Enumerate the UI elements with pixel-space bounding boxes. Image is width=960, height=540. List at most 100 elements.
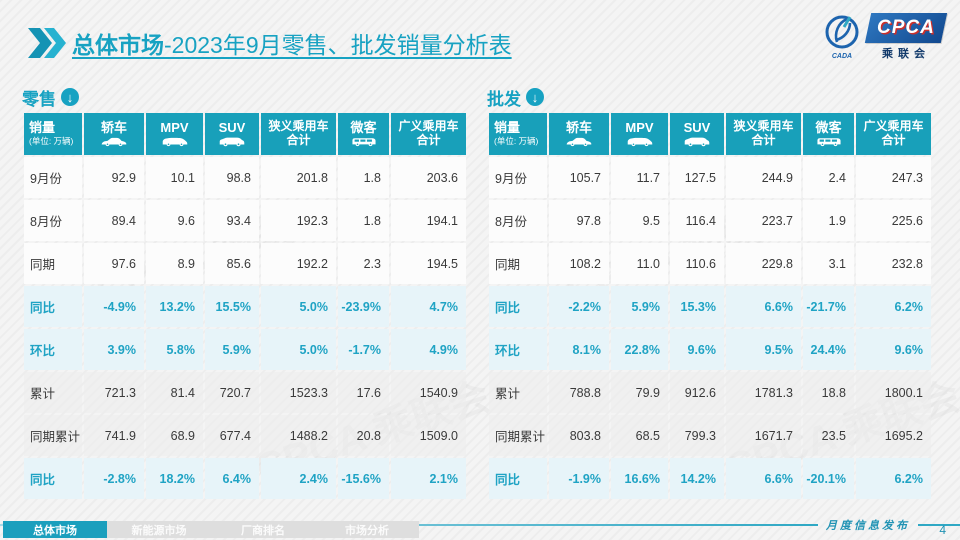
table-cell: 788.8	[549, 372, 609, 413]
column-header-unit: (单位: 万辆)	[29, 136, 74, 147]
row-label: 同比	[24, 458, 82, 499]
table-row: 8月份 97.8 9.5 116.4 223.7 1.9 225.6	[489, 200, 931, 241]
column-header: 广义乘用车 合计	[391, 113, 466, 155]
table-cell: 192.2	[261, 243, 336, 284]
table-cell: 6.6%	[726, 286, 801, 327]
table-cell: -21.7%	[803, 286, 854, 327]
table-cell: 16.6%	[611, 458, 668, 499]
table-cell: -4.9%	[84, 286, 144, 327]
wholesale-section: 批发 ↓ 销量 (单位: 万辆) 轿车 MPV SUV 狭义乘用车 合计 微客 广义乘用车 合计 9…	[487, 84, 933, 501]
table-cell: 1800.1	[856, 372, 931, 413]
row-label: 累计	[24, 372, 82, 413]
table-cell: 9.5	[611, 200, 668, 241]
table-row: 累计 788.8 79.9 912.6 1781.3 18.8 1800.1	[489, 372, 931, 413]
table-cell: 93.4	[205, 200, 259, 241]
row-label: 8月份	[24, 200, 82, 241]
column-header: MPV	[611, 113, 668, 155]
table-cell: 5.9%	[611, 286, 668, 327]
table-cell: -2.2%	[549, 286, 609, 327]
table-cell: 17.6	[338, 372, 389, 413]
table-cell: 127.5	[670, 157, 724, 198]
table-cell: 79.9	[611, 372, 668, 413]
table-cell: 223.7	[726, 200, 801, 241]
footer-tab-item[interactable]: 新能源市场	[107, 521, 211, 538]
page-title-rest: -2023年9月零售、批发销量分析表	[164, 32, 512, 58]
column-header: MPV	[146, 113, 203, 155]
mpv-icon	[162, 138, 187, 147]
table-cell: 23.5	[803, 415, 854, 456]
table-cell: 9.6%	[670, 329, 724, 370]
table-cell: -1.7%	[338, 329, 389, 370]
table-row: 同期 108.2 11.0 110.6 229.8 3.1 232.8	[489, 243, 931, 284]
table-cell: 721.3	[84, 372, 144, 413]
table-cell: 24.4%	[803, 329, 854, 370]
table-row: 9月份 105.7 11.7 127.5 244.9 2.4 247.3	[489, 157, 931, 198]
table-cell: 229.8	[726, 243, 801, 284]
table-row: 9月份 92.9 10.1 98.8 201.8 1.8 203.6	[24, 157, 466, 198]
table-cell: 6.4%	[205, 458, 259, 499]
table-cell: 85.6	[205, 243, 259, 284]
table-cell: 3.9%	[84, 329, 144, 370]
table-cell: 18.2%	[146, 458, 203, 499]
table-cell: 20.8	[338, 415, 389, 456]
table-cell: 81.4	[146, 372, 203, 413]
table-cell: 68.5	[611, 415, 668, 456]
table-cell: 2.1%	[391, 458, 466, 499]
row-label: 累计	[489, 372, 547, 413]
table-cell: 1.8	[338, 200, 389, 241]
table-cell: 2.4%	[261, 458, 336, 499]
table-cell: 108.2	[549, 243, 609, 284]
column-header-unit: (单位: 万辆)	[494, 136, 539, 147]
table-cell: 225.6	[856, 200, 931, 241]
table-cell: 5.8%	[146, 329, 203, 370]
row-label: 同期	[489, 243, 547, 284]
column-header: 微客	[803, 113, 854, 155]
retail-section-header: 零售 ↓	[22, 84, 468, 110]
table-cell: 11.0	[611, 243, 668, 284]
footer-tab-item[interactable]: 市场分析	[315, 521, 419, 538]
table-cell: 247.3	[856, 157, 931, 198]
table-cell: 799.3	[670, 415, 724, 456]
footer-tab-active[interactable]: 总体市场	[3, 521, 107, 538]
table-cell: 1488.2	[261, 415, 336, 456]
column-header: 广义乘用车 合计	[856, 113, 931, 155]
row-label: 同期累计	[24, 415, 82, 456]
table-cell: 22.8%	[611, 329, 668, 370]
page-title: 总体市场-2023年9月零售、批发销量分析表	[72, 26, 512, 60]
page-number: 4	[939, 523, 946, 537]
row-label: 9月份	[24, 157, 82, 198]
sedan-icon	[101, 138, 127, 147]
table-cell: 2.3	[338, 243, 389, 284]
table-cell: 8.1%	[549, 329, 609, 370]
table-cell: 18.8	[803, 372, 854, 413]
table-cell: -15.6%	[338, 458, 389, 499]
wholesale-table: 销量 (单位: 万辆) 轿车 MPV SUV 狭义乘用车 合计 微客 广义乘用车 合计 9月份 105…	[487, 111, 933, 501]
table-cell: 8.9	[146, 243, 203, 284]
table-cell: 97.6	[84, 243, 144, 284]
table-cell: 15.5%	[205, 286, 259, 327]
column-header: 轿车	[549, 113, 609, 155]
table-cell: 97.8	[549, 200, 609, 241]
footer-tab-item[interactable]: 厂商排名	[211, 521, 315, 538]
suv-icon	[219, 138, 245, 147]
row-label: 环比	[489, 329, 547, 370]
cpca-emblem-icon: CADA	[825, 15, 859, 60]
column-header: SUV	[670, 113, 724, 155]
table-row: 同期 97.6 8.9 85.6 192.2 2.3 194.5	[24, 243, 466, 284]
table-cell: 741.9	[84, 415, 144, 456]
table-cell: 912.6	[670, 372, 724, 413]
row-label: 同期	[24, 243, 82, 284]
table-cell: 203.6	[391, 157, 466, 198]
column-header-sales: 销量 (单位: 万辆)	[489, 113, 547, 155]
table-row: 8月份 89.4 9.6 93.4 192.3 1.8 194.1	[24, 200, 466, 241]
table-row: 同期累计 741.9 68.9 677.4 1488.2 20.8 1509.0	[24, 415, 466, 456]
row-label: 同比	[489, 286, 547, 327]
table-row: 同期累计 803.8 68.5 799.3 1671.7 23.5 1695.2	[489, 415, 931, 456]
column-header: 狭义乘用车 合计	[261, 113, 336, 155]
retail-table: 销量 (单位: 万辆) 轿车 MPV SUV 狭义乘用车 合计 微客 广义乘用车 合计 9月份 92.…	[22, 111, 468, 501]
page-title-bold: 总体市场	[72, 32, 164, 58]
table-cell: 6.2%	[856, 458, 931, 499]
table-cell: 14.2%	[670, 458, 724, 499]
table-cell: 720.7	[205, 372, 259, 413]
table-row: 同比 -2.8% 18.2% 6.4% 2.4% -15.6% 2.1%	[24, 458, 466, 499]
